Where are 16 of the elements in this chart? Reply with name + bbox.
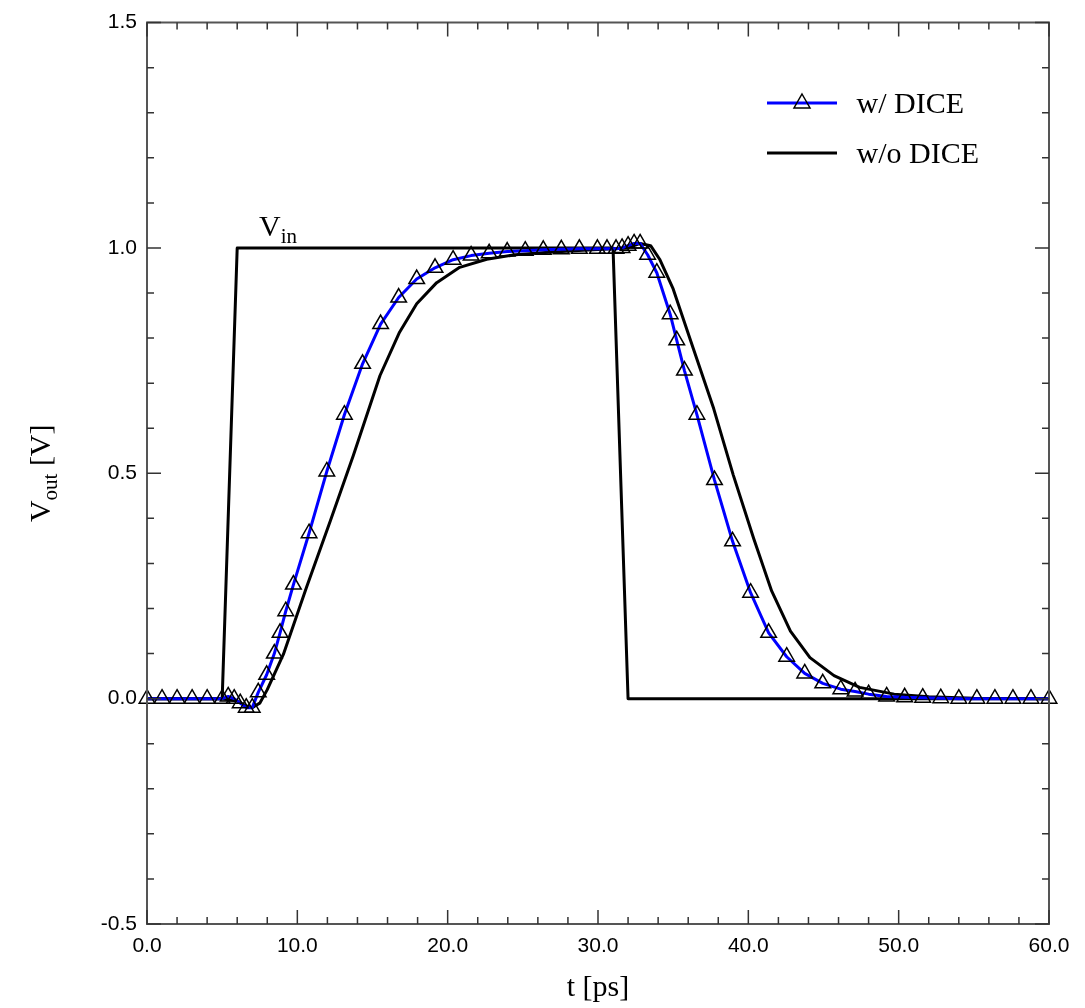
x-axis-title: t [ps] (566, 968, 630, 1002)
x-tick-label: 60.0 (1028, 933, 1070, 957)
x-tick-label: 50.0 (878, 933, 920, 957)
x-tick-label: 20.0 (427, 933, 469, 957)
y-axis-title: Vout [V] (22, 424, 62, 523)
x-tick-label: 40.0 (727, 933, 769, 957)
legend-label: w/ DICE (856, 84, 964, 121)
y-tick-label: 0.5 (107, 460, 137, 484)
x-tick-label: 10.0 (276, 933, 318, 957)
y-tick-label: -0.5 (100, 910, 137, 934)
x-tick-label: 30.0 (577, 933, 619, 957)
y-tick-label: 1.5 (107, 9, 137, 33)
legend-label: w/o DICE (856, 134, 979, 171)
y-tick-label: 1.0 (107, 234, 137, 258)
y-tick-label: 0.0 (107, 685, 137, 709)
x-tick-label: 0.0 (132, 933, 162, 957)
